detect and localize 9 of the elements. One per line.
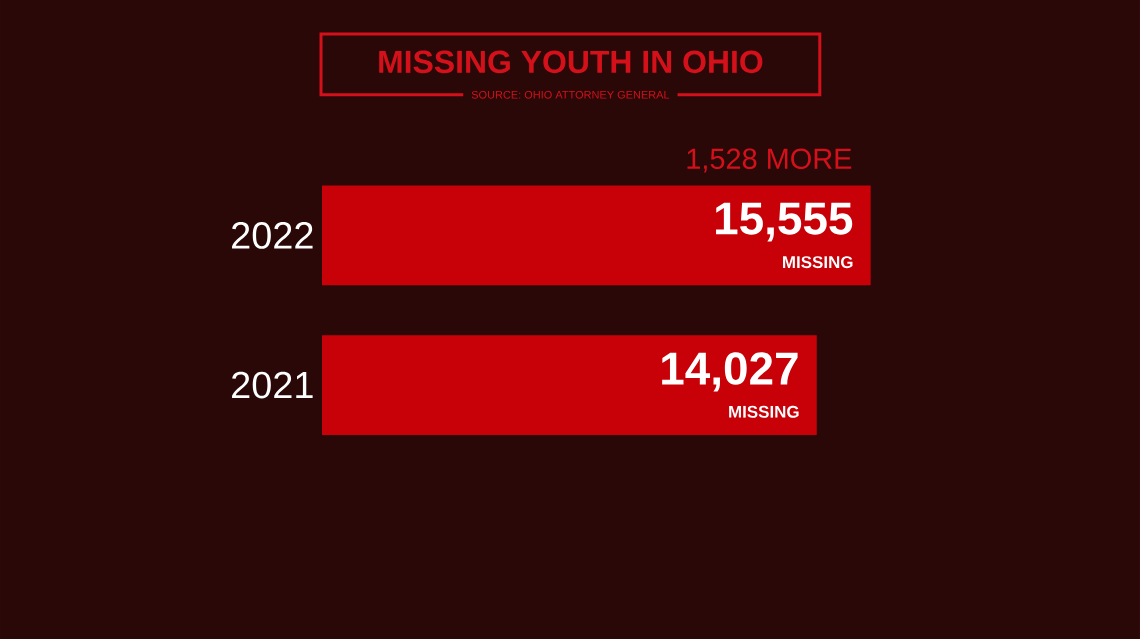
- y-tick-label: 2022: [232, 221, 313, 249]
- data-label: 14,027: [662, 352, 798, 392]
- y-tick-label: 2021: [232, 371, 313, 399]
- annotation: 1,528 MORE: [687, 148, 852, 173]
- annotation: MISSING: [729, 405, 799, 418]
- chart-title: MISSING YOUTH IN OHIO: [379, 50, 763, 73]
- source-note: SOURCE: OHIO ATTORNEY GENERAL: [471, 90, 670, 99]
- data-label: 15,555: [716, 202, 853, 242]
- annotation: MISSING: [783, 255, 853, 268]
